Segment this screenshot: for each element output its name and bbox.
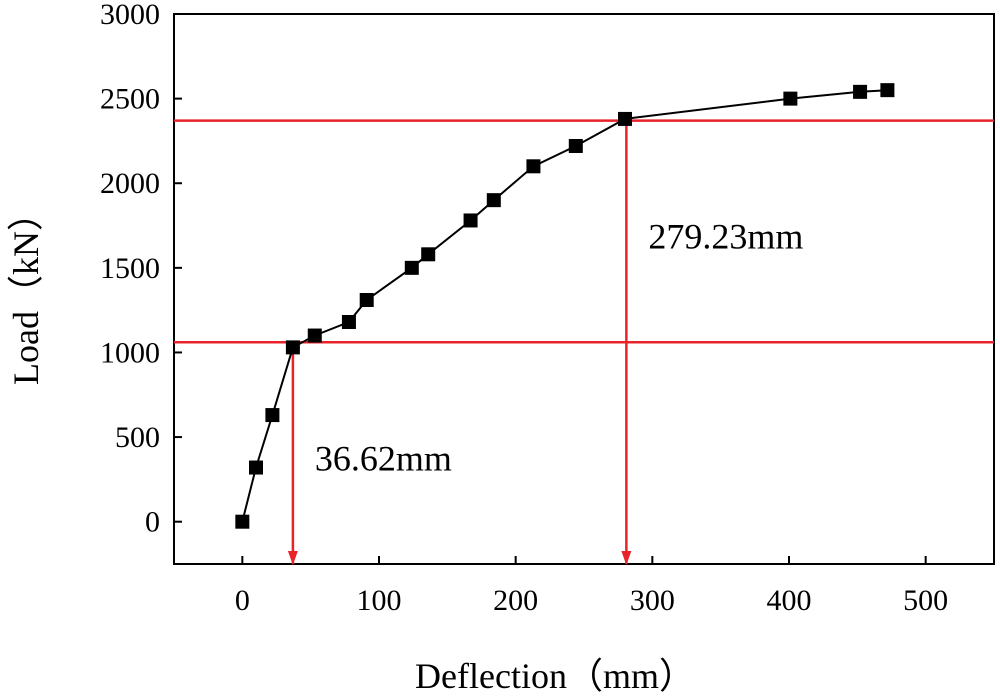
x-axis-ticks: 0 100 200 300 400 500 xyxy=(235,556,948,617)
x-tick-label: 100 xyxy=(357,584,402,617)
data-point xyxy=(618,111,632,126)
x-axis-title: Deflection（mm） xyxy=(415,656,695,696)
x-tick-label: 300 xyxy=(630,584,675,617)
data-point xyxy=(783,91,798,106)
y-tick-label: 1000 xyxy=(100,336,160,369)
x-tick-label: 400 xyxy=(767,584,812,617)
data-point xyxy=(421,247,436,262)
data-point xyxy=(853,84,868,99)
data-point xyxy=(404,260,419,275)
y-tick-label: 500 xyxy=(115,421,160,454)
data-point xyxy=(265,408,280,423)
data-point xyxy=(568,139,583,153)
data-point xyxy=(249,460,263,475)
y-tick-label: 0 xyxy=(145,506,160,539)
series-layer xyxy=(235,83,895,529)
data-point xyxy=(359,293,374,307)
y-tick-label: 1500 xyxy=(100,252,160,285)
y-axis-ticks: 0 500 1000 1500 2000 2500 3000 xyxy=(100,0,182,539)
x-tick-label: 0 xyxy=(235,584,250,617)
y-axis-title: Load（kN） xyxy=(6,195,46,385)
y-tick-label: 2000 xyxy=(100,167,160,200)
y-tick-label: 2500 xyxy=(100,83,160,116)
data-point xyxy=(285,340,300,355)
data-point xyxy=(341,315,356,329)
data-point xyxy=(307,328,322,343)
data-point xyxy=(526,159,541,174)
x-tick-label: 200 xyxy=(493,584,538,617)
y-tick-label: 3000 xyxy=(100,0,160,31)
x-tick-label: 500 xyxy=(903,584,948,617)
deflection-annotation: 36.62mm xyxy=(315,438,452,478)
data-point xyxy=(880,83,895,98)
data-point xyxy=(486,193,501,208)
annotations: 36.62mm 279.23mm xyxy=(315,217,803,479)
data-point xyxy=(235,514,250,529)
data-point xyxy=(463,213,478,228)
plot-frame xyxy=(173,13,995,565)
deflection-annotation: 279.23mm xyxy=(648,217,803,257)
